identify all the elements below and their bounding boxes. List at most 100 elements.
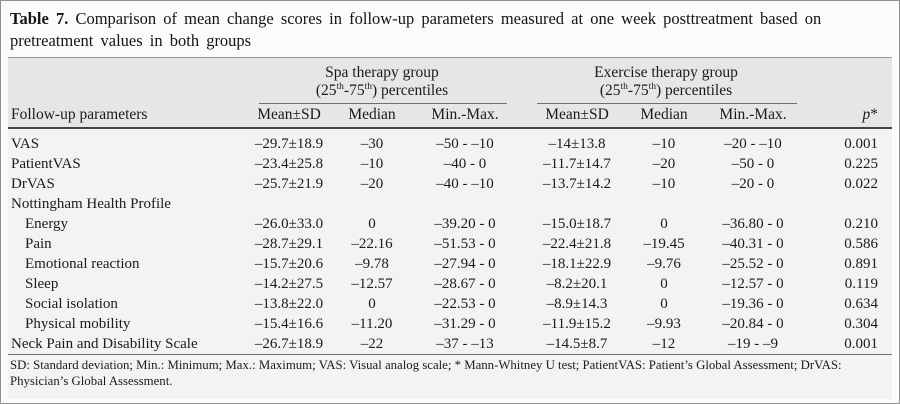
spa-min-max: –27.94 - 0 xyxy=(434,256,496,272)
spa-min-max: –28.67 - 0 xyxy=(434,276,496,292)
p-value: 0.001 xyxy=(844,336,878,352)
p-value xyxy=(811,194,892,214)
ex-min-max: –20 - 0 xyxy=(731,176,775,192)
spa-median: –10 xyxy=(360,156,384,172)
ex-median: –10 xyxy=(652,176,676,192)
table-row: Pain –28.7±29.1 –22.16 –51.53 - 0 –22.4±… xyxy=(8,234,892,254)
column-header-parameters: Follow-up parameters xyxy=(11,106,148,123)
ex-median: –19.45 xyxy=(643,236,685,252)
ex-min-max: –20.84 - 0 xyxy=(722,316,784,332)
column-header-p-value: p* xyxy=(862,106,879,123)
row-label: Emotional reaction xyxy=(25,256,140,272)
ex-min-max xyxy=(695,194,811,214)
ex-mean-sd: –14±13.8 xyxy=(548,136,606,152)
group-header-spacer xyxy=(8,64,243,104)
group-header-spa: Spa therapy group (25th-75th) percentile… xyxy=(243,64,521,104)
spa-mean-sd: –15.4±16.6 xyxy=(254,316,324,332)
p-value: 0.586 xyxy=(844,236,878,252)
group-rule-spa xyxy=(259,103,507,104)
section-label: Nottingham Health Profile xyxy=(11,196,171,212)
spa-median: –22 xyxy=(360,336,384,352)
p-value: 0.891 xyxy=(844,256,878,272)
ex-min-max: –19 - –9 xyxy=(728,336,778,352)
ex-mean-sd: –8.9±14.3 xyxy=(546,296,608,312)
p-value: 0.210 xyxy=(844,216,878,232)
ex-median: 0 xyxy=(660,216,668,232)
ex-min-max: –40.31 - 0 xyxy=(722,236,784,252)
table-row: Social isolation –13.8±22.0 0 –22.53 - 0… xyxy=(8,294,892,314)
ex-mean-sd: –13.7±14.2 xyxy=(542,176,612,192)
table-body: VAS –29.7±18.9 –30 –50 - –10 –14±13.8 –1… xyxy=(8,129,892,354)
table-row: Sleep –14.2±27.5 –12.57 –28.67 - 0 –8.2±… xyxy=(8,274,892,294)
spa-median: –11.20 xyxy=(351,316,393,332)
spa-min-max: –51.53 - 0 xyxy=(434,236,496,252)
spa-median: –20 xyxy=(360,176,384,192)
ex-median: –9.76 xyxy=(647,256,681,272)
ex-mean-sd: –18.1±22.9 xyxy=(542,256,612,272)
column-header-ex-min-max: Min.-Max. xyxy=(719,106,787,123)
spa-mean-sd: –26.7±18.9 xyxy=(254,336,324,352)
column-header-ex-median: Median xyxy=(640,106,688,123)
group-header-row: Spa therapy group (25th-75th) percentile… xyxy=(8,64,892,104)
ex-min-max: –19.36 - 0 xyxy=(722,296,784,312)
spa-mean-sd: –26.0±33.0 xyxy=(254,216,324,232)
ex-mean-sd: –15.0±18.7 xyxy=(542,216,612,232)
column-header-ex-mean-sd: Mean±SD xyxy=(545,106,609,123)
group-subtitle-spa: (25th-75th) percentiles xyxy=(315,81,449,99)
group-name-spa: Spa therapy group xyxy=(325,64,439,81)
spa-mean-sd: –14.2±27.5 xyxy=(254,276,324,292)
ex-mean-sd xyxy=(521,194,633,214)
spa-min-max: –37 - –13 xyxy=(436,336,494,352)
table-row: Energy –26.0±33.0 0 –39.20 - 0 –15.0±18.… xyxy=(8,214,892,234)
table-row: VAS –29.7±18.9 –30 –50 - –10 –14±13.8 –1… xyxy=(8,134,892,154)
p-value: 0.022 xyxy=(844,176,878,192)
ex-median: 0 xyxy=(660,276,668,292)
row-label: Pain xyxy=(25,236,52,252)
spa-mean-sd: –29.7±18.9 xyxy=(254,136,324,152)
spa-min-max: –39.20 - 0 xyxy=(434,216,496,232)
table-row: DrVAS –25.7±21.9 –20 –40 - –10 –13.7±14.… xyxy=(8,174,892,194)
spa-median: –30 xyxy=(360,136,384,152)
ex-min-max: –20 - –10 xyxy=(724,136,782,152)
spa-mean-sd: –23.4±25.8 xyxy=(254,156,324,172)
table-title: Table 7. Comparison of mean change score… xyxy=(1,1,899,52)
ex-min-max: –25.52 - 0 xyxy=(722,256,784,272)
row-label: Neck Pain and Disability Scale xyxy=(11,336,198,352)
table-section-row: Nottingham Health Profile xyxy=(8,194,892,214)
footnote-text: SD: Standard deviation; Min.: Minimum; M… xyxy=(10,358,842,388)
row-label: Social isolation xyxy=(25,296,118,312)
group-subtitle-exercise: (25th-75th) percentiles xyxy=(599,81,733,99)
ex-mean-sd: –14.5±8.7 xyxy=(546,336,608,352)
spa-median: 0 xyxy=(368,296,376,312)
ex-median: –9.93 xyxy=(647,316,681,332)
ex-median: –20 xyxy=(652,156,676,172)
group-rule-exercise xyxy=(537,103,797,104)
p-value: 0.225 xyxy=(844,156,878,172)
spa-min-max: –50 - –10 xyxy=(436,136,494,152)
ex-median: –10 xyxy=(652,136,676,152)
p-value: 0.634 xyxy=(844,296,878,312)
ex-min-max: –50 - 0 xyxy=(731,156,775,172)
ex-median: –12 xyxy=(652,336,676,352)
table-row: PatientVAS –23.4±25.8 –10 –40 - 0 –11.7±… xyxy=(8,154,892,174)
spa-median xyxy=(335,194,409,214)
table-number-label: Table 7. xyxy=(10,9,69,28)
ex-min-max: –12.57 - 0 xyxy=(722,276,784,292)
row-label: Sleep xyxy=(25,276,59,292)
spa-median: –9.78 xyxy=(355,256,389,272)
column-header-spa-min-max: Min.-Max. xyxy=(431,106,499,123)
table-row: Emotional reaction –15.7±20.6 –9.78 –27.… xyxy=(8,254,892,274)
spa-median: –22.16 xyxy=(351,236,393,252)
column-header-spa-median: Median xyxy=(348,106,396,123)
table-footnote: SD: Standard deviation; Min.: Minimum; M… xyxy=(8,354,892,399)
spa-mean-sd: –25.7±21.9 xyxy=(254,176,324,192)
ex-median: 0 xyxy=(660,296,668,312)
spa-mean-sd xyxy=(243,194,335,214)
spa-mean-sd: –15.7±20.6 xyxy=(254,256,324,272)
ex-mean-sd: –22.4±21.8 xyxy=(542,236,612,252)
row-label: DrVAS xyxy=(11,176,55,192)
ex-mean-sd: –11.9±15.2 xyxy=(543,316,611,332)
spa-min-max xyxy=(409,194,521,214)
ex-mean-sd: –11.7±14.7 xyxy=(543,156,611,172)
table: Spa therapy group (25th-75th) percentile… xyxy=(8,57,892,399)
